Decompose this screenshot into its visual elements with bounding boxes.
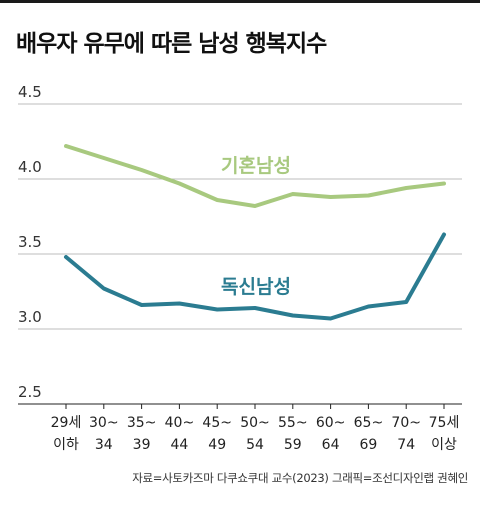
x-tick-label: 35~ xyxy=(127,415,157,431)
x-tick-label: 이상 xyxy=(431,437,457,453)
data-point-single xyxy=(442,232,446,237)
x-tick-label: 44 xyxy=(170,437,188,453)
data-point-single xyxy=(102,286,106,291)
series-label-married: 기혼남성 xyxy=(221,154,291,177)
data-point-married xyxy=(102,156,106,160)
y-axis-ticks: 4.5 4.0 3.5 3.0 2.5 xyxy=(18,83,42,401)
data-point-married xyxy=(366,193,370,198)
data-point-married xyxy=(215,198,219,202)
data-point-married xyxy=(329,195,333,199)
x-tick-label: 74 xyxy=(397,437,415,453)
x-tick-label: 59 xyxy=(284,437,302,453)
data-point-single xyxy=(404,300,408,304)
data-point-single xyxy=(177,301,181,306)
x-tick-label: 34 xyxy=(95,437,113,453)
x-tick-label: 60~ xyxy=(316,415,346,431)
series-lines xyxy=(64,144,446,321)
chart-title: 배우자 유무에 따른 남성 행복지수 xyxy=(16,31,327,57)
data-point-married xyxy=(253,204,257,208)
y-tick-label: 3.5 xyxy=(18,233,42,251)
data-point-single xyxy=(366,304,370,309)
y-tick-label: 2.5 xyxy=(18,383,42,401)
x-tick-label: 45~ xyxy=(202,415,232,431)
y-tick-label: 3.0 xyxy=(18,308,42,326)
x-tick-label: 64 xyxy=(322,437,340,453)
x-tick-label: 70~ xyxy=(391,415,421,431)
source-note: 자료=사토카즈마 다쿠쇼쿠대 교수(2023) 그래픽=조선디자인랩 권혜인 xyxy=(132,471,468,485)
data-point-single xyxy=(140,303,144,307)
y-tick-label: 4.0 xyxy=(18,158,42,176)
x-tick-label: 75세 xyxy=(429,415,460,431)
data-point-single xyxy=(64,255,68,259)
x-tick-label: 65~ xyxy=(354,415,384,431)
x-tick-label: 49 xyxy=(208,437,226,453)
data-point-married xyxy=(442,181,446,186)
grid-lines xyxy=(18,103,462,405)
x-tick-label: 39 xyxy=(133,437,151,453)
data-point-single xyxy=(291,313,295,318)
data-point-married xyxy=(177,181,181,186)
x-tick-label: 50~ xyxy=(240,415,270,431)
top-rule xyxy=(0,0,480,3)
series-label-single: 독신남성 xyxy=(221,276,291,298)
data-point-married xyxy=(140,168,144,172)
x-tick-label: 30~ xyxy=(89,415,119,431)
data-point-single xyxy=(253,306,257,310)
data-point-single xyxy=(329,316,333,321)
x-tick-label: 이하 xyxy=(53,437,79,453)
x-tick-label: 54 xyxy=(246,437,264,453)
data-point-single xyxy=(215,307,219,312)
data-point-married xyxy=(291,192,295,196)
x-tick-label: 55~ xyxy=(278,415,308,431)
data-point-married xyxy=(404,186,408,190)
y-tick-label: 4.5 xyxy=(18,83,42,101)
x-tick-label: 40~ xyxy=(165,415,195,431)
data-point-married xyxy=(64,144,68,148)
x-tick-label: 69 xyxy=(359,437,377,453)
x-tick-label: 29세 xyxy=(51,415,82,431)
